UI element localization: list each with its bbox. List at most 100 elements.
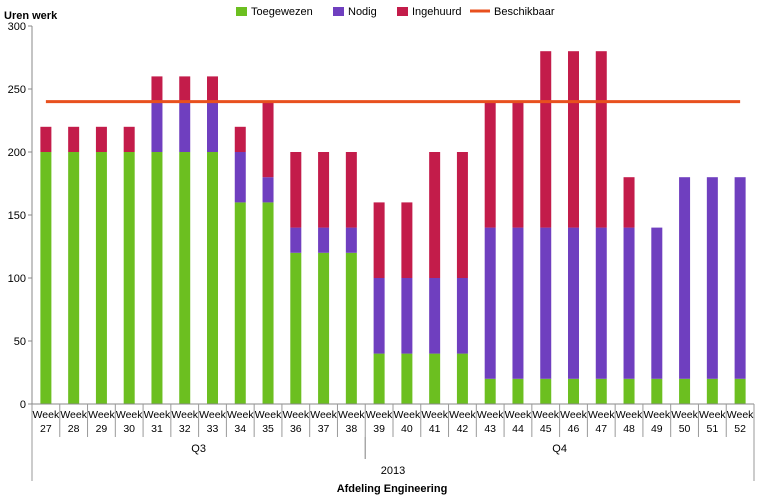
bar-nodig-9 — [262, 177, 274, 203]
bar-ingehuurd-10 — [290, 152, 302, 228]
x-tick-label-number: 34 — [234, 423, 246, 435]
legend: Toegewezen Nodig Ingehuurd Beschikbaar — [236, 6, 555, 18]
x-tick-label-week: Week — [394, 409, 421, 421]
bar-ingehuurd-1 — [40, 126, 52, 152]
bar-nodig-16 — [456, 278, 468, 354]
x-tick-label-number: 29 — [96, 423, 108, 435]
bar-toegewezen-3 — [95, 152, 107, 404]
legend-swatch-ingehuurd — [397, 7, 408, 16]
legend-label-nodig: Nodig — [348, 6, 377, 18]
bar-ingehuurd-12 — [345, 152, 357, 228]
bar-toegewezen-11 — [318, 252, 330, 404]
bar-nodig-6 — [179, 101, 191, 152]
bar-toegewezen-24 — [679, 378, 691, 404]
bar-toegewezen-10 — [290, 252, 302, 404]
x-tick-label-week: Week — [671, 409, 698, 421]
legend-label-ingehuurd: Ingehuurd — [412, 6, 462, 18]
x-tick-label-number: 30 — [123, 423, 135, 435]
legend-swatch-nodig — [333, 7, 344, 16]
x-tick-label-week: Week — [588, 409, 615, 421]
bar-ingehuurd-5 — [151, 76, 163, 102]
x-tick-label-number: 27 — [40, 423, 52, 435]
bar-toegewezen-4 — [123, 152, 135, 404]
bar-ingehuurd-18 — [512, 101, 524, 228]
bar-nodig-15 — [429, 278, 441, 354]
group-label-q4: Q4 — [552, 443, 567, 455]
bar-ingehuurd-4 — [123, 126, 135, 152]
bar-ingehuurd-15 — [429, 152, 441, 278]
x-tick-label-week: Week — [338, 409, 365, 421]
bar-toegewezen-21 — [595, 378, 607, 404]
x-tick-label-week: Week — [532, 409, 559, 421]
bar-ingehuurd-22 — [623, 177, 635, 228]
bar-nodig-23 — [651, 227, 663, 379]
bar-nodig-18 — [512, 227, 524, 379]
x-tick-label-number: 44 — [512, 423, 524, 435]
legend-swatch-toegewezen — [236, 7, 247, 16]
x-tick-label-week: Week — [560, 409, 587, 421]
x-tick-label-week: Week — [643, 409, 670, 421]
x-tick-label-week: Week — [310, 409, 337, 421]
x-tick-label-number: 38 — [346, 423, 358, 435]
y-tick-label: 0 — [20, 399, 26, 411]
bar-ingehuurd-21 — [595, 51, 607, 228]
bar-nodig-11 — [318, 227, 330, 253]
x-tick-label-week: Week — [171, 409, 198, 421]
bar-toegewezen-22 — [623, 378, 635, 404]
x-tick-label-number: 41 — [429, 423, 441, 435]
x-tick-label-number: 37 — [318, 423, 330, 435]
x-tick-label-week: Week — [616, 409, 643, 421]
bar-ingehuurd-19 — [540, 51, 552, 228]
bar-toegewezen-18 — [512, 378, 524, 404]
x-tick-label-week: Week — [449, 409, 476, 421]
x-tick-label-number: 40 — [401, 423, 413, 435]
x-tick-label-number: 36 — [290, 423, 302, 435]
bar-nodig-24 — [679, 177, 691, 379]
x-tick-label-week: Week — [727, 409, 754, 421]
x-tick-label-week: Week — [505, 409, 532, 421]
super-group-label: 2013 — [381, 465, 405, 477]
x-tick-label-week: Week — [227, 409, 254, 421]
bar-ingehuurd-2 — [68, 126, 80, 152]
x-tick-label-number: 31 — [151, 423, 163, 435]
bar-toegewezen-16 — [456, 353, 468, 404]
x-tick-label-week: Week — [60, 409, 87, 421]
legend-label-toegewezen: Toegewezen — [251, 6, 313, 18]
legend-label-beschikbaar: Beschikbaar — [494, 6, 555, 18]
x-tick-label-week: Week — [477, 409, 504, 421]
x-tick-label-week: Week — [88, 409, 115, 421]
bar-nodig-22 — [623, 227, 635, 379]
y-tick-label: 300 — [8, 21, 26, 33]
bar-nodig-13 — [373, 278, 385, 354]
bar-toegewezen-26 — [734, 378, 746, 404]
x-tick-label-week: Week — [699, 409, 726, 421]
bar-toegewezen-7 — [207, 152, 218, 404]
bar-ingehuurd-9 — [262, 101, 274, 178]
x-tick-label-number: 32 — [179, 423, 191, 435]
bar-nodig-26 — [734, 177, 746, 379]
bar-ingehuurd-17 — [484, 101, 496, 228]
x-tick-label-number: 46 — [568, 423, 580, 435]
y-axis-label: Uren werk — [4, 10, 58, 22]
bar-toegewezen-19 — [540, 378, 552, 404]
bar-ingehuurd-6 — [179, 76, 191, 102]
bar-ingehuurd-16 — [456, 152, 468, 278]
bar-toegewezen-8 — [234, 202, 246, 404]
bar-ingehuurd-13 — [373, 202, 385, 278]
bar-ingehuurd-11 — [318, 152, 330, 228]
x-tick-label-number: 33 — [207, 423, 219, 435]
x-tick-label-week: Week — [116, 409, 143, 421]
bar-nodig-20 — [568, 227, 579, 379]
group-label-q3: Q3 — [191, 443, 206, 455]
bar-ingehuurd-3 — [95, 126, 107, 152]
x-tick-label-number: 52 — [734, 423, 746, 435]
x-tick-label-number: 35 — [262, 423, 274, 435]
y-tick-label: 150 — [8, 210, 26, 222]
bar-toegewezen-14 — [401, 353, 413, 404]
bar-toegewezen-5 — [151, 152, 163, 404]
x-axis-label: Afdeling Engineering — [337, 483, 448, 495]
x-tick-label-week: Week — [366, 409, 393, 421]
x-tick-label-number: 48 — [623, 423, 635, 435]
x-tick-label-number: 39 — [373, 423, 385, 435]
